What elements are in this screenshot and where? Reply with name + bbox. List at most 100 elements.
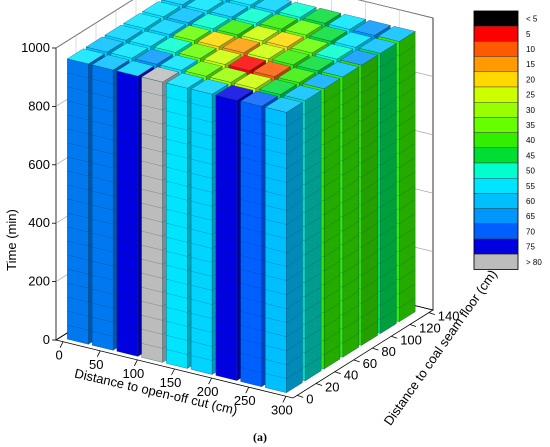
bar-top-face bbox=[254, 0, 292, 12]
bar-top-face bbox=[116, 60, 155, 77]
y-tick-label: 40 bbox=[344, 368, 358, 383]
bar-top-face bbox=[283, 85, 322, 101]
bar-top-face bbox=[259, 79, 297, 95]
bar-top-face bbox=[321, 61, 360, 78]
bar-segment bbox=[265, 158, 303, 169]
y-tick-label: 60 bbox=[363, 356, 377, 371]
y-tick-label: 120 bbox=[419, 320, 441, 335]
bar-top-face bbox=[135, 48, 174, 65]
bar-top-face bbox=[216, 19, 255, 35]
bar-top-face bbox=[247, 43, 285, 59]
bar-top-face bbox=[148, 19, 186, 35]
y-tick bbox=[353, 359, 360, 363]
legend-swatch bbox=[473, 253, 519, 270]
bar-top-face bbox=[241, 25, 279, 42]
bar-top-face bbox=[353, 20, 391, 36]
bar-top-face bbox=[240, 90, 278, 107]
legend-swatch bbox=[473, 223, 519, 240]
z-tick-label: 1000 bbox=[21, 40, 50, 55]
legend-swatch bbox=[473, 10, 519, 27]
legend-label: 55 bbox=[526, 182, 535, 191]
bar-segment bbox=[265, 130, 303, 141]
y-tick-label: 80 bbox=[381, 344, 395, 359]
bar-top-face bbox=[185, 0, 224, 12]
bar-top-face bbox=[172, 25, 211, 41]
legend-swatch bbox=[473, 71, 519, 88]
z-axis-label: Time (min) bbox=[4, 209, 19, 271]
bar-top-face bbox=[161, 0, 191, 5]
legend-label: 5 bbox=[526, 30, 531, 39]
bar-segment bbox=[265, 326, 303, 337]
x-tick bbox=[208, 377, 212, 385]
bar-top-face bbox=[215, 84, 254, 101]
y-tick-label: 20 bbox=[325, 380, 339, 395]
bar-top-face bbox=[141, 66, 179, 83]
bar-top-face bbox=[264, 97, 303, 113]
legend-label: > 80 bbox=[526, 258, 542, 267]
bar-top-face bbox=[222, 37, 261, 53]
bar-top-face bbox=[142, 1, 180, 17]
bar-top-face bbox=[210, 1, 249, 18]
bar-top-face bbox=[303, 7, 342, 24]
bar bbox=[264, 97, 303, 393]
y-tick bbox=[297, 394, 304, 398]
bar-top-face bbox=[377, 26, 416, 42]
bar-top-face bbox=[160, 54, 198, 71]
bar-top-face bbox=[284, 19, 323, 36]
legend: < 5 5 10 15 20 25 30 35 40 45 50 55 60 65 70 75 > 80 bbox=[473, 10, 542, 270]
bar-top-face bbox=[265, 31, 304, 48]
x-tick-label: 150 bbox=[160, 375, 182, 390]
legend-label: 35 bbox=[526, 121, 535, 130]
bar-top-face bbox=[229, 0, 260, 6]
z-tick-label: 800 bbox=[28, 98, 50, 113]
bar-segment bbox=[265, 298, 303, 309]
bar-top-face bbox=[259, 13, 298, 30]
legend-swatch bbox=[473, 238, 519, 255]
legend-label: 60 bbox=[526, 197, 535, 206]
bar-top-face bbox=[235, 7, 273, 24]
x-tick-label: 100 bbox=[123, 366, 145, 381]
axis-ticks: 0 200 400 600 800 1000 0 50 100 150 200 250 300 0 20 40… bbox=[21, 40, 459, 417]
y-tick bbox=[391, 335, 398, 339]
legend-swatch bbox=[473, 56, 519, 72]
legend-swatch bbox=[473, 132, 519, 149]
bar-top-face bbox=[271, 49, 310, 65]
legend-label: 30 bbox=[526, 106, 535, 115]
bar-segment bbox=[265, 270, 303, 281]
x-tick-label: 50 bbox=[89, 357, 103, 372]
legend-label: 15 bbox=[526, 60, 535, 69]
bar-segment bbox=[265, 368, 303, 379]
bar-top-face bbox=[253, 61, 291, 77]
legend-label: 10 bbox=[526, 45, 535, 54]
y-tick bbox=[334, 371, 341, 375]
bar-segment bbox=[265, 228, 303, 239]
bar-top-face bbox=[104, 24, 143, 41]
legend-label: 70 bbox=[526, 227, 535, 236]
y-tick-label: 100 bbox=[400, 332, 422, 347]
z-tick-label: 400 bbox=[28, 215, 50, 230]
bar-top-face bbox=[234, 73, 273, 89]
legend-label: 50 bbox=[526, 167, 535, 176]
z-tick-label: 200 bbox=[28, 274, 50, 289]
legend-swatch bbox=[473, 86, 519, 103]
bar-top-face bbox=[178, 43, 217, 59]
bar-segment bbox=[265, 186, 303, 197]
x-tick-label: 300 bbox=[271, 402, 293, 417]
bar-top-face bbox=[296, 55, 335, 72]
bar-segment bbox=[265, 312, 303, 323]
bar-segment bbox=[265, 214, 303, 225]
bar-top-face bbox=[154, 37, 192, 53]
x-tick-label: 0 bbox=[55, 348, 62, 363]
bar-top-face bbox=[165, 72, 204, 89]
legend-label: < 5 bbox=[526, 15, 538, 24]
bar-top-face bbox=[334, 31, 372, 48]
bar-top-face bbox=[184, 60, 223, 77]
z-tick-label: 600 bbox=[28, 157, 50, 172]
x-tick bbox=[96, 350, 101, 358]
bar-top-face bbox=[278, 1, 317, 18]
bar-top-face bbox=[191, 13, 230, 29]
bar-top-face bbox=[302, 73, 341, 89]
x-tick bbox=[282, 396, 287, 403]
bar-top-face bbox=[203, 49, 242, 65]
